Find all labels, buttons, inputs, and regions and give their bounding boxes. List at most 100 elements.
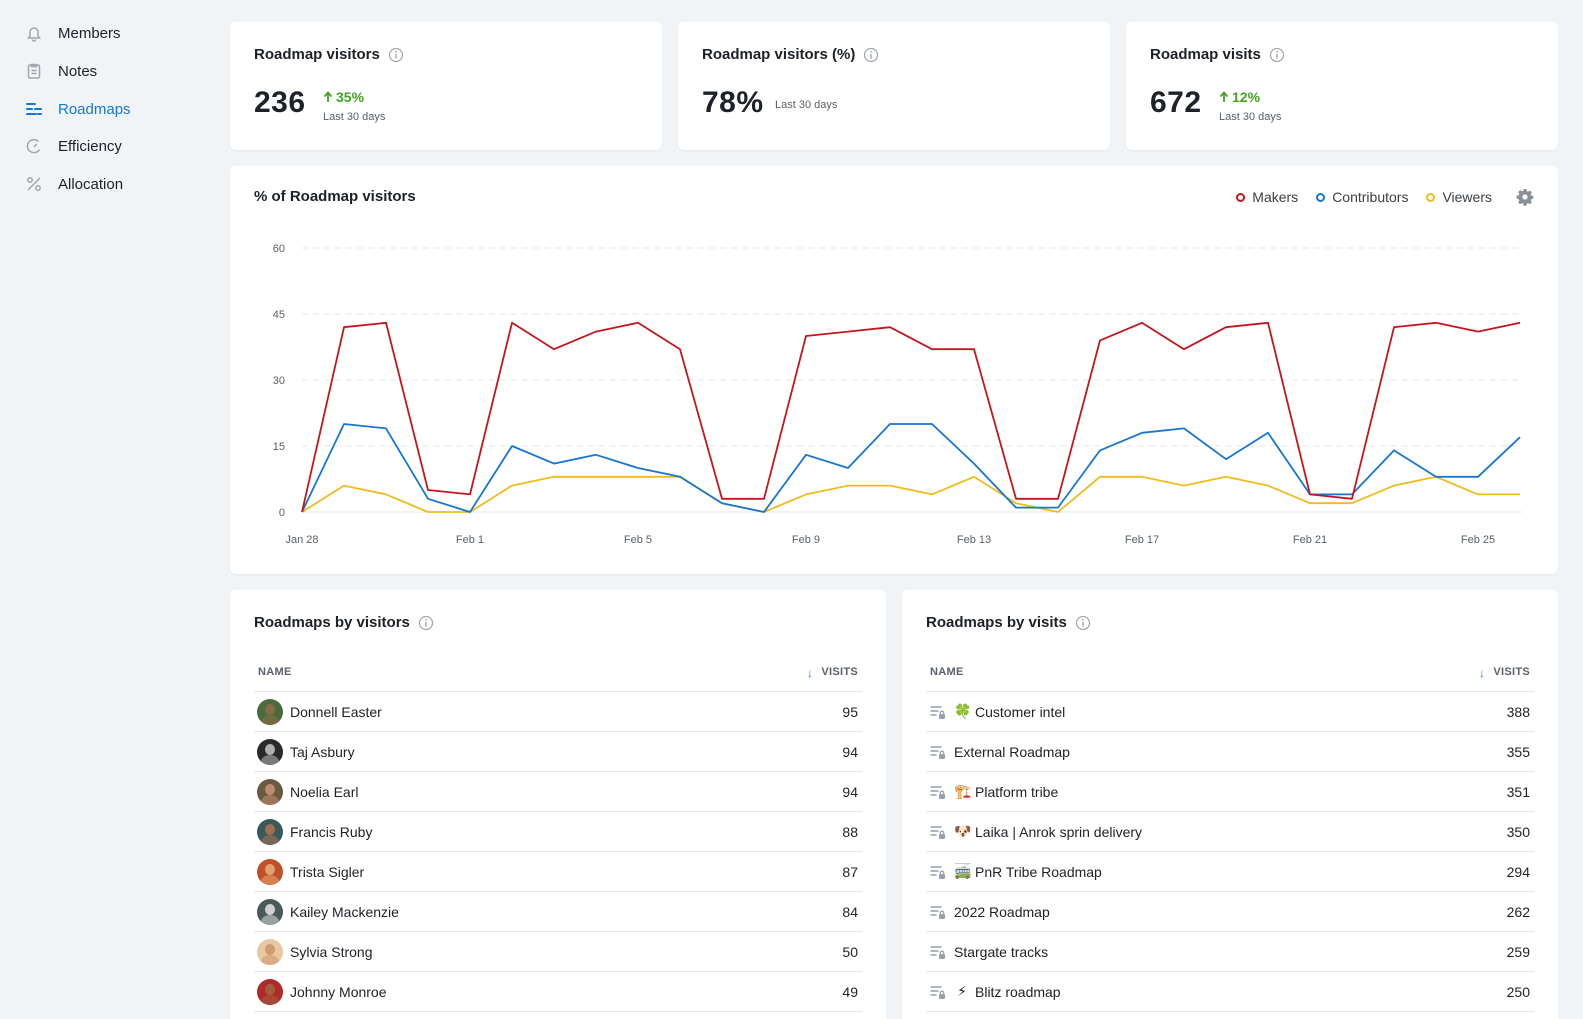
member-name[interactable]: Taj Asbury [290,743,355,760]
sidebar-item-allocation[interactable]: Allocation [24,172,123,196]
info-icon[interactable] [388,47,404,63]
table-row[interactable]: 🚎 PnR Tribe Roadmap 294 [926,852,1534,892]
info-icon[interactable] [1269,47,1285,63]
avatar [257,738,283,765]
table-row[interactable]: Francis Ruby 88 [254,812,862,852]
private-roadmap-icon [929,823,947,841]
visits-value: 50 [842,943,858,960]
series-line-makers[interactable] [301,321,1521,513]
stat-period: Last 30 days [1219,111,1282,123]
x-tick-label: Jan 28 [285,534,318,546]
table-row[interactable]: Donnell Easter 95 [254,692,862,732]
percent-icon [24,174,44,194]
row-name-cell: 🚎 PnR Tribe Roadmap [926,863,1102,881]
bell-icon [24,23,44,43]
sidebar-item-label: Efficiency [58,137,122,155]
roadmap-name[interactable]: Laika | Anrok sprin delivery [975,823,1143,840]
member-name[interactable]: Kailey Mackenzie [290,903,399,920]
card-title: Roadmaps by visits [926,614,1091,631]
table-row[interactable]: 🏗️ Platform tribe 351 [926,772,1534,812]
table-row[interactable]: Taj Asbury 94 [254,732,862,772]
table-row[interactable]: 2022 Roadmap 262 [926,892,1534,932]
gauge-icon [24,136,44,156]
chart-card: % of Roadmap visitors Makers Contributor… [230,166,1558,574]
stat-change: 12% [1219,89,1260,105]
sidebar-item-notes[interactable]: Notes [24,59,97,83]
column-header-name[interactable]: NAME [930,666,964,678]
visits-value: 88 [842,823,858,840]
y-tick-label: 60 [273,243,285,255]
row-name-cell: ⚡ Blitz roadmap [926,983,1061,1001]
table-row[interactable]: Noelia Earl 94 [254,772,862,812]
table-row[interactable]: Kailey Mackenzie 84 [254,892,862,932]
legend-swatch [1236,192,1246,202]
legend-item-contributors[interactable]: Contributors [1316,189,1408,205]
row-name-cell: Johnny Monroe [254,978,387,1005]
visits-value: 262 [1506,903,1530,920]
table-row[interactable]: 🍀 Customer intel 388 [926,692,1534,732]
roadmap-name[interactable]: 2022 Roadmap [954,903,1050,920]
y-tick-label: 30 [273,375,285,387]
sidebar-item-efficiency[interactable]: Efficiency [24,134,122,158]
card-title: Roadmaps by visitors [254,614,434,631]
visits-value: 95 [842,703,858,720]
table-row[interactable]: 🐶 Laika | Anrok sprin delivery 350 [926,812,1534,852]
table-row[interactable]: Stargate tracks 259 [926,932,1534,972]
roadmap-name[interactable]: Blitz roadmap [975,983,1061,1000]
member-name[interactable]: Trista Sigler [290,863,365,880]
row-name-cell: Trista Sigler [254,858,365,885]
column-header-visits[interactable]: ↓ VISITS [807,666,858,680]
member-name[interactable]: Noelia Earl [290,783,359,800]
table-row[interactable]: Johnny Monroe 49 [254,972,862,1012]
stat-value: 236 [254,86,306,119]
visits-value: 49 [842,983,858,1000]
member-name[interactable]: Francis Ruby [290,823,373,840]
private-roadmap-icon [929,903,947,921]
private-roadmap-icon [929,983,947,1001]
avatar [257,898,283,925]
member-name[interactable]: Sylvia Strong [290,943,373,960]
table-row[interactable]: Trista Sigler 87 [254,852,862,892]
roadmap-emoji: 🍀 [954,703,972,719]
member-name[interactable]: Donnell Easter [290,703,382,720]
card-title: Roadmap visits [1150,46,1285,63]
table-row[interactable]: ⚡ Blitz roadmap 250 [926,972,1534,1012]
private-roadmap-icon [929,783,947,801]
info-icon[interactable] [863,47,879,63]
series-line-viewers[interactable] [301,475,1520,513]
sidebar-item-roadmaps[interactable]: Roadmaps [24,97,131,121]
column-header-name[interactable]: NAME [258,666,292,678]
info-icon[interactable] [418,615,434,631]
roadmap-emoji: 🏗️ [954,783,972,799]
sidebar-item-label: Notes [58,62,98,80]
table-body: 🍀 Customer intel 388 External Roadmap 355 🏗️ P… [926,692,1534,1012]
x-tick-label: Feb 17 [1125,534,1159,546]
row-name-cell: Taj Asbury [254,738,355,765]
roadmap-name[interactable]: Customer intel [975,703,1066,720]
private-roadmap-icon [929,863,947,881]
card-title: Roadmap visitors (%) [702,46,879,63]
table-row[interactable]: Sylvia Strong 50 [254,932,862,972]
legend-item-makers[interactable]: Makers [1236,189,1298,205]
roadmap-name[interactable]: Platform tribe [975,783,1059,800]
avatar [257,698,283,725]
sort-desc-icon: ↓ [807,666,814,680]
avatar [257,778,283,805]
roadmap-name[interactable]: PnR Tribe Roadmap [975,863,1102,880]
table-row[interactable]: External Roadmap 355 [926,732,1534,772]
gear-icon[interactable] [1516,188,1534,206]
visitors-table-card: Roadmaps by visitors NAME ↓ VISITS Donne… [230,590,886,1019]
visits-value: 94 [842,743,858,760]
avatar [257,978,283,1005]
roadmap-name[interactable]: Stargate tracks [954,943,1049,960]
member-name[interactable]: Johnny Monroe [290,983,387,1000]
info-icon[interactable] [1075,615,1091,631]
sidebar-item-members[interactable]: Members [24,21,121,45]
roadmap-emoji: 🚎 [954,863,972,879]
row-name-cell: Francis Ruby [254,818,373,845]
column-header-visits[interactable]: ↓ VISITS [1479,666,1530,680]
roadmap-name[interactable]: External Roadmap [954,743,1070,760]
roadmap-emoji: 🐶 [954,823,972,839]
row-name-cell: 🏗️ Platform tribe [926,783,1058,801]
legend-item-viewers[interactable]: Viewers [1426,189,1492,205]
